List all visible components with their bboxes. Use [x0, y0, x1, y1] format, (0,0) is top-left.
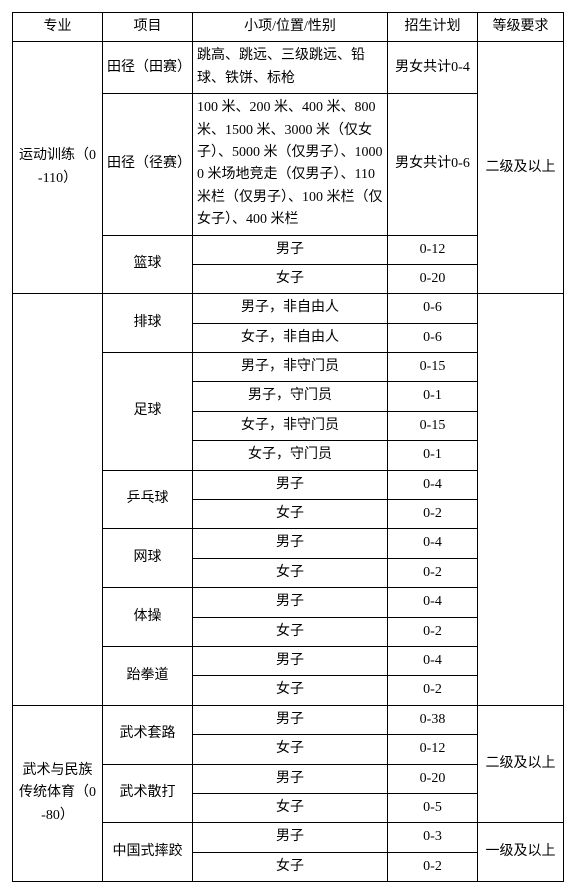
- event-cell: 武术散打: [103, 764, 193, 823]
- header-row: 专业 项目 小项/位置/性别 招生计划 等级要求: [13, 13, 564, 42]
- detail-cell: 跳高、跳远、三级跳远、铅球、铁饼、标枪: [193, 42, 388, 94]
- detail-cell: 男子: [193, 588, 388, 617]
- detail-cell: 女子: [193, 852, 388, 881]
- level-cell: 二级及以上: [478, 42, 564, 294]
- detail-cell: 女子: [193, 793, 388, 822]
- table-row: 排球 男子，非自由人 0-6: [13, 294, 564, 323]
- h-level: 等级要求: [478, 13, 564, 42]
- level-cell: 二级及以上: [478, 705, 564, 823]
- plan-cell: 0-1: [388, 441, 478, 470]
- detail-cell: 女子: [193, 617, 388, 646]
- table-row: 武术与民族传统体育（0-80） 武术套路 男子 0-38 二级及以上: [13, 705, 564, 734]
- detail-cell: 女子，非守门员: [193, 411, 388, 440]
- h-major: 专业: [13, 13, 103, 42]
- event-cell: 武术套路: [103, 705, 193, 764]
- plan-cell: 0-4: [388, 529, 478, 558]
- detail-cell: 100 米、200 米、400 米、800 米、1500 米、3000 米（仅女…: [193, 94, 388, 235]
- admission-table: 专业 项目 小项/位置/性别 招生计划 等级要求 运动训练（0-110） 田径（…: [12, 12, 564, 882]
- event-cell: 篮球: [103, 235, 193, 294]
- plan-cell: 0-4: [388, 646, 478, 675]
- h-event: 项目: [103, 13, 193, 42]
- event-cell: 中国式摔跤: [103, 823, 193, 882]
- h-detail: 小项/位置/性别: [193, 13, 388, 42]
- plan-cell: 0-2: [388, 500, 478, 529]
- event-cell: 足球: [103, 353, 193, 471]
- event-cell: 乒乓球: [103, 470, 193, 529]
- detail-cell: 女子，守门员: [193, 441, 388, 470]
- plan-cell: 0-3: [388, 823, 478, 852]
- detail-cell: 女子: [193, 676, 388, 705]
- detail-cell: 女子: [193, 500, 388, 529]
- plan-cell: 男女共计0-6: [388, 94, 478, 235]
- h-plan: 招生计划: [388, 13, 478, 42]
- plan-cell: 0-6: [388, 294, 478, 323]
- detail-cell: 女子: [193, 264, 388, 293]
- plan-cell: 0-20: [388, 764, 478, 793]
- event-cell: 体操: [103, 588, 193, 647]
- major-cell: 运动训练（0-110）: [13, 42, 103, 294]
- plan-cell: 0-6: [388, 323, 478, 352]
- plan-cell: 0-12: [388, 235, 478, 264]
- plan-cell: 0-2: [388, 852, 478, 881]
- event-cell: 跆拳道: [103, 646, 193, 705]
- plan-cell: 0-4: [388, 470, 478, 499]
- plan-cell: 0-2: [388, 617, 478, 646]
- detail-cell: 男子，守门员: [193, 382, 388, 411]
- detail-cell: 男子: [193, 646, 388, 675]
- detail-cell: 男子，非守门员: [193, 353, 388, 382]
- detail-cell: 男子，非自由人: [193, 294, 388, 323]
- detail-cell: 女子，非自由人: [193, 323, 388, 352]
- major-cell: 武术与民族传统体育（0-80）: [13, 705, 103, 881]
- detail-cell: 男子: [193, 529, 388, 558]
- detail-cell: 女子: [193, 735, 388, 764]
- detail-cell: 男子: [193, 705, 388, 734]
- plan-cell: 0-15: [388, 353, 478, 382]
- plan-cell: 0-5: [388, 793, 478, 822]
- event-cell: 排球: [103, 294, 193, 353]
- plan-cell: 0-4: [388, 588, 478, 617]
- level-cell: 一级及以上: [478, 823, 564, 882]
- detail-cell: 男子: [193, 470, 388, 499]
- plan-cell: 0-1: [388, 382, 478, 411]
- plan-cell: 男女共计0-4: [388, 42, 478, 94]
- detail-cell: 男子: [193, 235, 388, 264]
- event-cell: 网球: [103, 529, 193, 588]
- plan-cell: 0-2: [388, 558, 478, 587]
- plan-cell: 0-15: [388, 411, 478, 440]
- level-cell: [478, 294, 564, 705]
- plan-cell: 0-20: [388, 264, 478, 293]
- plan-cell: 0-38: [388, 705, 478, 734]
- detail-cell: 女子: [193, 558, 388, 587]
- table-row: 运动训练（0-110） 田径（田赛） 跳高、跳远、三级跳远、铅球、铁饼、标枪 男…: [13, 42, 564, 94]
- major-cell: [13, 294, 103, 705]
- detail-cell: 男子: [193, 823, 388, 852]
- event-cell: 田径（径赛）: [103, 94, 193, 235]
- event-cell: 田径（田赛）: [103, 42, 193, 94]
- detail-cell: 男子: [193, 764, 388, 793]
- plan-cell: 0-2: [388, 676, 478, 705]
- plan-cell: 0-12: [388, 735, 478, 764]
